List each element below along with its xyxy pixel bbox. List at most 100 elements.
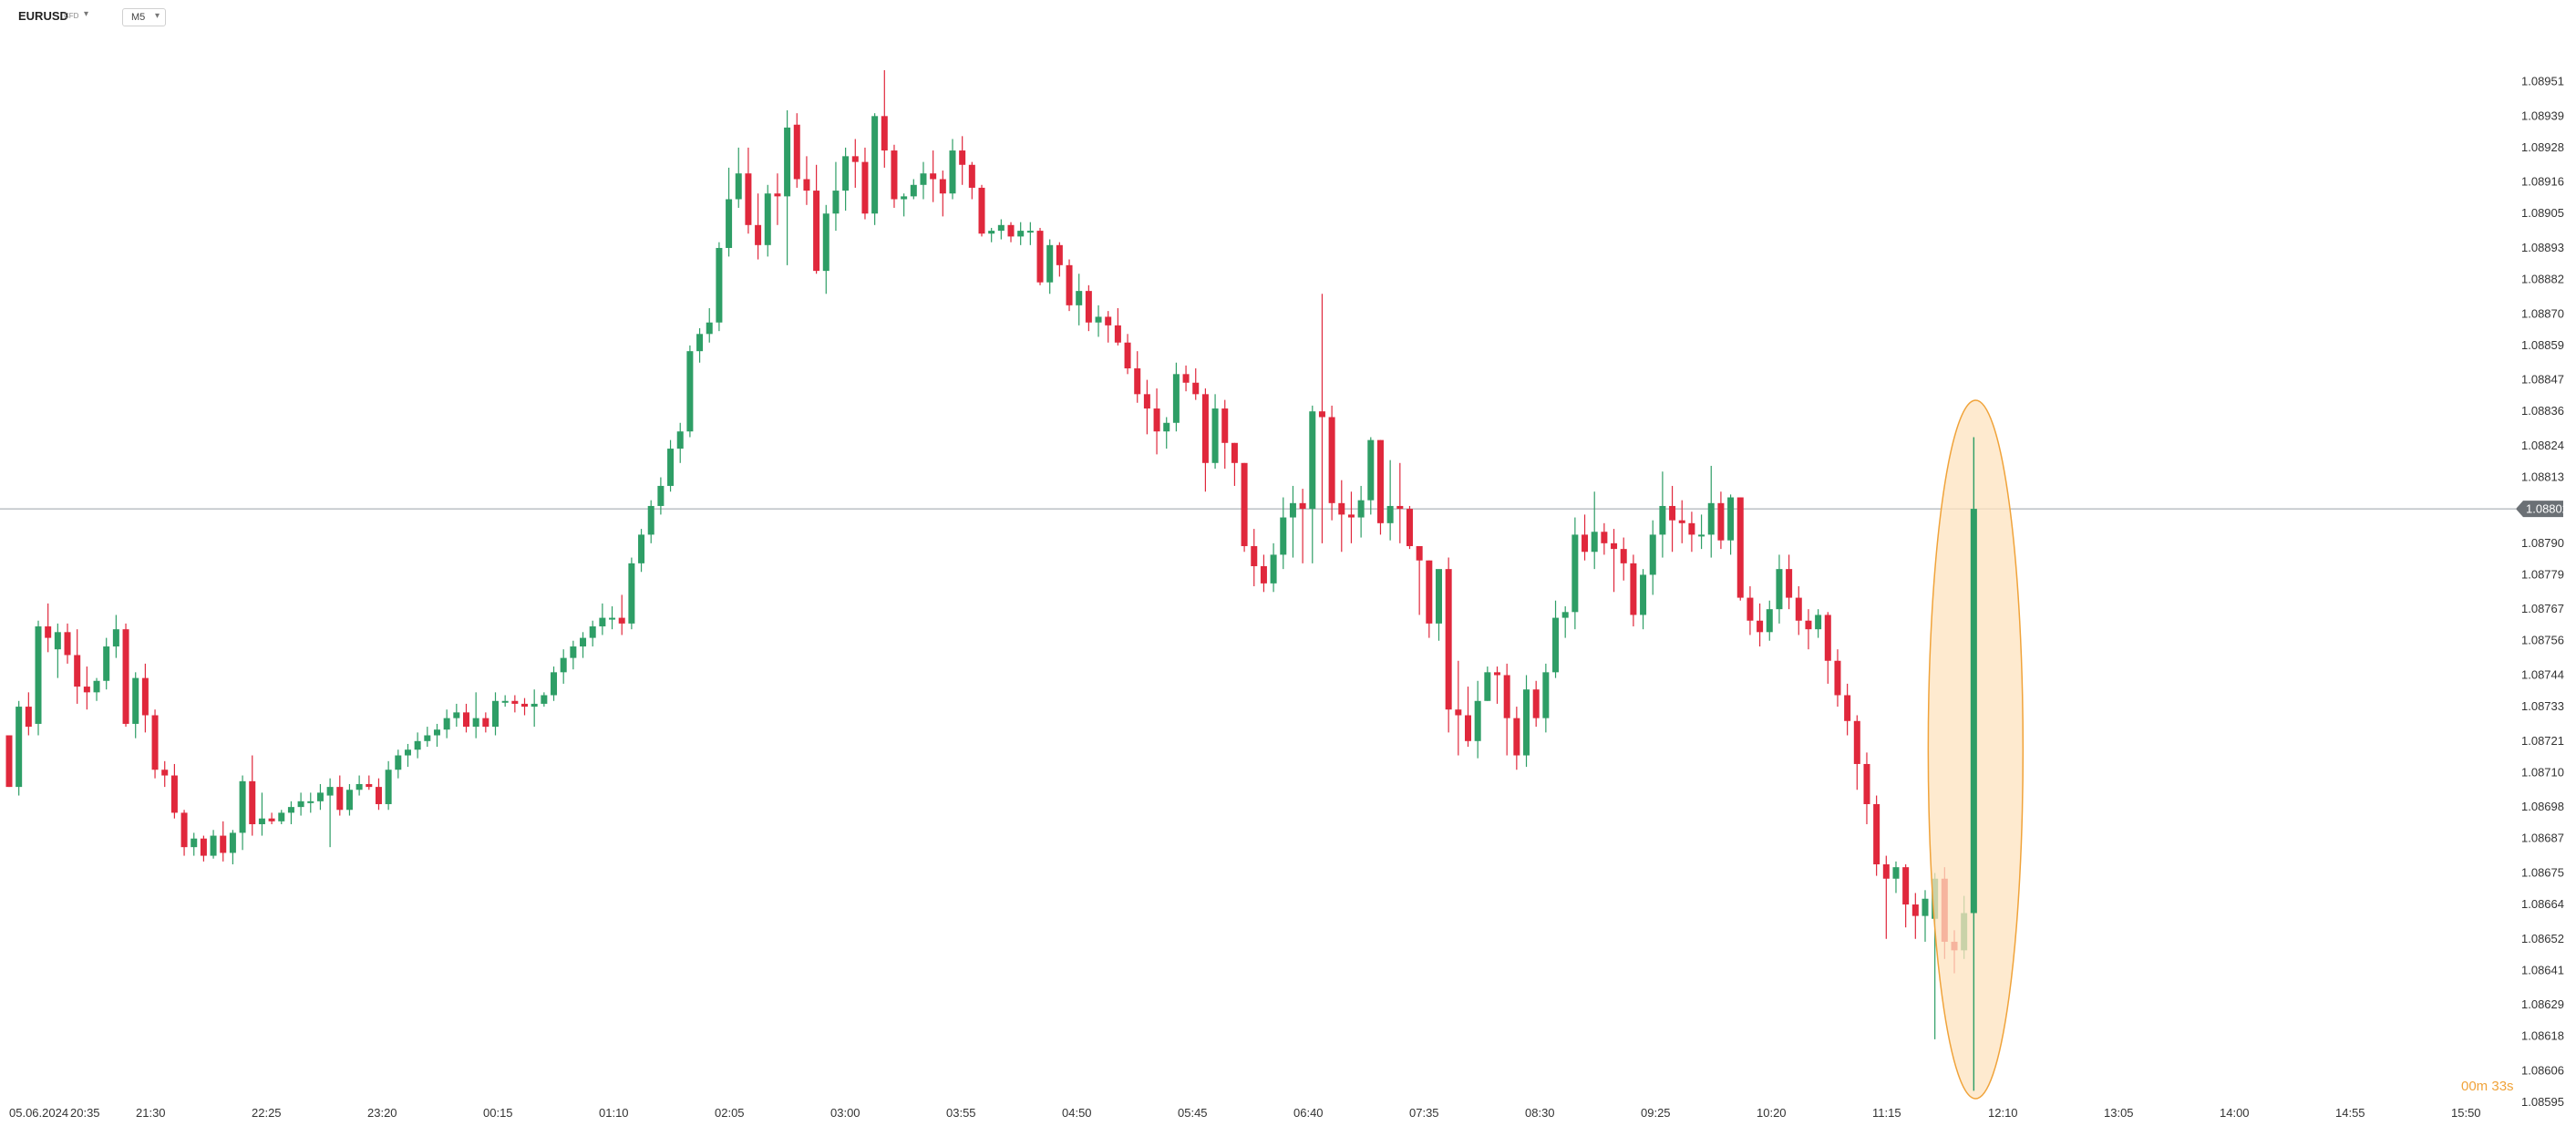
candle-body	[764, 193, 771, 245]
candle	[1416, 545, 1423, 615]
current-price-label: 1.08802	[2526, 502, 2569, 516]
caret-down-icon[interactable]: ▾	[84, 9, 89, 19]
candle	[638, 529, 645, 573]
candle-body	[355, 783, 363, 790]
candle	[93, 677, 100, 701]
candle-body	[851, 156, 859, 162]
candle	[258, 792, 265, 836]
candle	[1494, 666, 1501, 704]
candle-body	[1318, 411, 1325, 418]
y-tick-label: 1.08824	[2521, 439, 2564, 452]
candle	[1620, 537, 1627, 581]
candle	[414, 732, 421, 759]
candle	[1532, 680, 1540, 728]
instrument-symbol[interactable]: EURUSD	[18, 9, 68, 23]
candle	[1474, 680, 1481, 759]
candle-body	[618, 617, 625, 624]
candle-body	[1289, 502, 1296, 518]
candle	[832, 161, 840, 232]
candle	[1095, 305, 1102, 337]
candle-body	[968, 164, 975, 188]
candle-body	[949, 150, 956, 194]
candle	[453, 703, 460, 728]
candle	[492, 692, 499, 736]
candle-body	[891, 150, 898, 200]
candle	[122, 623, 129, 728]
candle-body	[726, 199, 733, 248]
y-tick-label: 1.08928	[2521, 140, 2564, 154]
candle-body	[1426, 560, 1433, 624]
candle	[1542, 663, 1550, 733]
candle-body	[1367, 439, 1375, 501]
candle-body	[1571, 534, 1579, 613]
candle-body	[1201, 394, 1209, 463]
candle-body	[200, 838, 207, 856]
candle-body	[1795, 597, 1802, 621]
x-tick-label: 20:35	[70, 1106, 100, 1120]
candle-body	[580, 637, 587, 647]
candle	[959, 136, 966, 185]
candle-body	[551, 672, 558, 696]
candle-body	[657, 485, 665, 506]
timeframe-selector[interactable]: M5 ▾	[122, 8, 166, 26]
candle	[345, 783, 353, 816]
candle	[103, 637, 110, 690]
candle	[716, 242, 723, 332]
candle-body	[1260, 565, 1267, 584]
candle	[1270, 542, 1277, 593]
candle-body	[1844, 695, 1851, 721]
candle-body	[1056, 244, 1063, 265]
candle	[1484, 666, 1491, 701]
candle-body	[696, 334, 704, 352]
candle-body	[901, 196, 908, 200]
candle-body	[1561, 612, 1569, 618]
candle	[355, 775, 363, 796]
candle-body	[25, 707, 32, 728]
candle-body	[35, 626, 42, 724]
candle	[1201, 388, 1209, 492]
candle	[1776, 554, 1783, 624]
instrument-type-badge: CFD	[64, 12, 79, 20]
candle	[706, 307, 713, 343]
candle-body	[521, 703, 529, 708]
candle-body	[1640, 574, 1647, 615]
candle	[229, 830, 236, 865]
candle-body	[1251, 545, 1258, 566]
candle	[210, 830, 217, 859]
candle-body	[1455, 709, 1462, 716]
candle	[978, 184, 985, 237]
candle-body	[959, 150, 966, 165]
candle-body	[1494, 672, 1501, 676]
candle	[657, 477, 665, 515]
candle-body	[1066, 264, 1073, 305]
candle	[1882, 855, 1890, 939]
candle	[647, 500, 654, 543]
candle	[191, 832, 198, 856]
candle	[881, 70, 888, 168]
candle	[949, 139, 956, 200]
candle	[1688, 511, 1695, 553]
candle	[1824, 612, 1831, 684]
candle-body	[1076, 291, 1083, 305]
candle	[1153, 388, 1160, 455]
candle-body	[112, 629, 119, 647]
candle-body	[1026, 231, 1034, 233]
candle	[521, 697, 529, 716]
candle-body	[716, 247, 723, 323]
candle-body	[1649, 534, 1656, 575]
candle	[1143, 379, 1150, 435]
candle-body	[1299, 502, 1306, 510]
candle-body	[541, 695, 548, 704]
caret-down-icon: ▾	[154, 11, 160, 21]
candle-body	[132, 677, 139, 724]
candle	[336, 775, 344, 816]
candle-body	[297, 801, 304, 808]
candle	[1717, 491, 1725, 550]
candle-body	[861, 161, 869, 214]
candle-body	[755, 224, 762, 245]
x-tick-label: 03:00	[830, 1106, 860, 1120]
candle-body	[1192, 382, 1200, 395]
candle	[822, 204, 829, 294]
candle-body	[1523, 689, 1530, 756]
